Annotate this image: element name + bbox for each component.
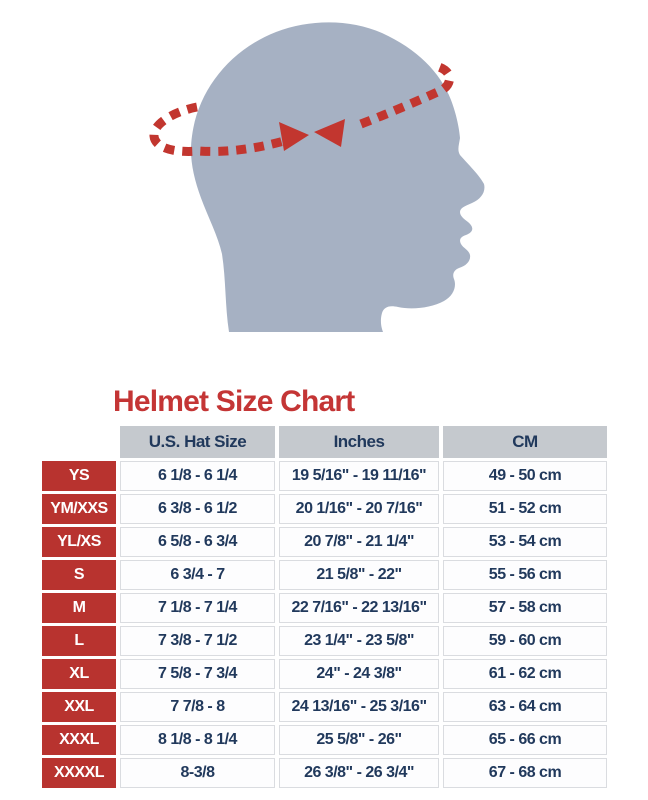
inches-cell: 24 13/16" - 25 3/16" <box>279 692 439 722</box>
cm-cell: 67 - 68 cm <box>443 758 607 788</box>
cm-cell: 63 - 64 cm <box>443 692 607 722</box>
us-hat-size-cell: 6 5/8 - 6 3/4 <box>120 527 275 557</box>
us-hat-size-cell: 6 3/4 - 7 <box>120 560 275 590</box>
us-hat-size-cell: 7 3/8 - 7 1/2 <box>120 626 275 656</box>
cm-cell: 65 - 66 cm <box>443 725 607 755</box>
cm-cell: 53 - 54 cm <box>443 527 607 557</box>
inches-cell: 25 5/8" - 26" <box>279 725 439 755</box>
cm-cell: 57 - 58 cm <box>443 593 607 623</box>
head-profile-svg <box>149 22 485 333</box>
us-hat-size-cell: 7 1/8 - 7 1/4 <box>120 593 275 623</box>
cm-cell: 55 - 56 cm <box>443 560 607 590</box>
inches-cell: 19 5/16" - 19 11/16" <box>279 461 439 491</box>
size-label-cell: YS <box>42 461 116 491</box>
us-hat-size-cell: 6 3/8 - 6 1/2 <box>120 494 275 524</box>
us-hat-size-cell: 7 7/8 - 8 <box>120 692 275 722</box>
inches-cell: 23 1/4" - 23 5/8" <box>279 626 439 656</box>
cm-cell: 59 - 60 cm <box>443 626 607 656</box>
size-label-cell: L <box>42 626 116 656</box>
us-hat-size-cell: 6 1/8 - 6 1/4 <box>120 461 275 491</box>
us-hat-size-cell: 8-3/8 <box>120 758 275 788</box>
col-header-cm: CM <box>443 426 607 458</box>
inches-cell: 22 7/16" - 22 13/16" <box>279 593 439 623</box>
size-label-cell: YM/XXS <box>42 494 116 524</box>
page-title: Helmet Size Chart <box>113 385 355 418</box>
cm-cell: 61 - 62 cm <box>443 659 607 689</box>
inches-cell: 21 5/8" - 22" <box>279 560 439 590</box>
cm-cell: 51 - 52 cm <box>443 494 607 524</box>
col-header-us-hat-size: U.S. Hat Size <box>120 426 275 458</box>
inches-cell: 24" - 24 3/8" <box>279 659 439 689</box>
measure-arrow-left-icon <box>314 119 345 147</box>
measure-arrow-right-icon <box>279 122 309 151</box>
helmet-size-table: U.S. Hat Size Inches CM YS 6 1/8 - 6 1/4 1… <box>42 426 607 788</box>
size-label-cell: S <box>42 560 116 590</box>
inches-cell: 26 3/8" - 26 3/4" <box>279 758 439 788</box>
size-label-cell: XXL <box>42 692 116 722</box>
us-hat-size-cell: 7 5/8 - 7 3/4 <box>120 659 275 689</box>
size-label-cell: XXXXL <box>42 758 116 788</box>
size-label-cell: YL/XS <box>42 527 116 557</box>
col-header-inches: Inches <box>279 426 439 458</box>
us-hat-size-cell: 8 1/8 - 8 1/4 <box>120 725 275 755</box>
corner-cell <box>42 426 116 458</box>
cm-cell: 49 - 50 cm <box>443 461 607 491</box>
measuring-band-right <box>359 62 454 129</box>
size-label-cell: XXXL <box>42 725 116 755</box>
head-measurement-illustration <box>0 0 648 376</box>
size-label-cell: XL <box>42 659 116 689</box>
inches-cell: 20 1/16" - 20 7/16" <box>279 494 439 524</box>
inches-cell: 20 7/8" - 21 1/4" <box>279 527 439 557</box>
size-label-cell: M <box>42 593 116 623</box>
